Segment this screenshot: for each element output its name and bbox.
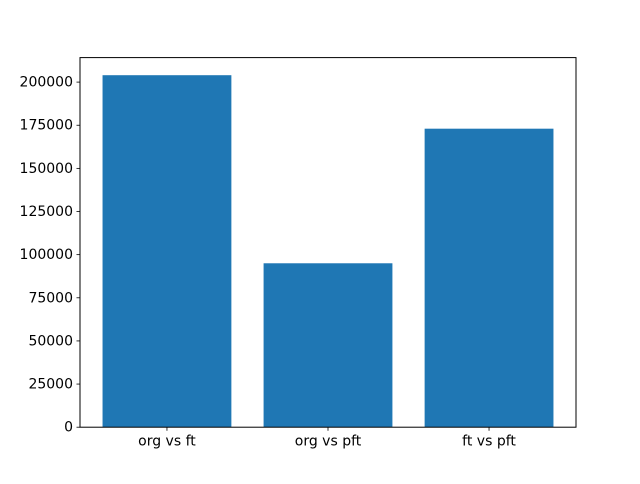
y-tick-label: 175000 bbox=[20, 118, 73, 134]
x-tick-label: org vs ft bbox=[138, 434, 196, 450]
y-tick-label: 100000 bbox=[20, 247, 73, 263]
y-tick-label: 50000 bbox=[28, 333, 73, 349]
x-tick-label: ft vs pft bbox=[462, 434, 516, 450]
bar-ft-vs-pft bbox=[424, 128, 554, 428]
y-tick-label: 25000 bbox=[28, 377, 73, 393]
axes-frame bbox=[79, 57, 577, 428]
y-tick-label: 150000 bbox=[20, 161, 73, 177]
bar-org-vs-pft bbox=[263, 263, 393, 428]
x-tick-label: org vs pft bbox=[295, 434, 362, 450]
y-tick-label: 200000 bbox=[20, 75, 73, 91]
bar-org-vs-ft bbox=[102, 75, 232, 428]
y-tick-label: 75000 bbox=[28, 290, 73, 306]
y-tick-label: 125000 bbox=[20, 204, 73, 220]
y-tick-label: 0 bbox=[64, 420, 73, 436]
